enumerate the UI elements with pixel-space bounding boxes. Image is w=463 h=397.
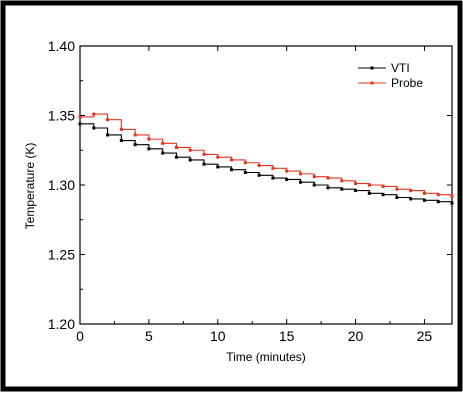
data-point-vti: [216, 165, 220, 169]
data-point-vti: [409, 197, 413, 201]
data-point-probe: [216, 155, 220, 159]
data-point-probe: [78, 115, 82, 119]
data-point-probe: [409, 189, 413, 193]
legend-marker-probe: [370, 81, 374, 85]
y-tick-label: 1.35: [48, 108, 75, 124]
data-point-vti: [298, 180, 302, 184]
data-point-probe: [312, 175, 316, 179]
data-point-probe: [147, 137, 151, 141]
y-axis-label: Temperature (K): [23, 143, 37, 230]
data-point-vti: [161, 151, 165, 155]
data-point-vti: [188, 158, 192, 162]
data-point-probe: [298, 172, 302, 176]
data-point-vti: [271, 176, 275, 180]
data-point-probe: [133, 133, 137, 137]
data-point-vti: [354, 189, 358, 193]
data-point-vti: [285, 177, 289, 181]
data-point-vti: [106, 133, 110, 137]
y-tick-label: 1.20: [48, 316, 75, 332]
data-point-probe: [367, 183, 371, 187]
data-point-probe: [354, 182, 358, 186]
data-point-vti: [312, 183, 316, 187]
data-point-vti: [230, 168, 234, 172]
data-point-probe: [257, 164, 261, 168]
x-tick-label: 20: [348, 328, 364, 344]
data-point-probe: [161, 141, 165, 145]
data-point-vti: [174, 155, 178, 159]
data-point-probe: [92, 112, 96, 116]
data-point-probe: [340, 179, 344, 183]
data-point-vti: [367, 191, 371, 195]
data-point-vti: [257, 173, 261, 177]
y-tick-label: 1.30: [48, 177, 75, 193]
data-point-vti: [326, 186, 330, 190]
data-point-vti: [422, 198, 426, 202]
data-point-probe: [174, 145, 178, 149]
x-tick-label: 0: [76, 328, 84, 344]
data-point-probe: [381, 184, 385, 188]
data-point-probe: [119, 127, 123, 131]
series-line-probe: [80, 113, 453, 197]
data-point-probe: [326, 176, 330, 180]
x-axis-label: Time (minutes): [226, 350, 306, 364]
data-point-vti: [450, 201, 454, 205]
data-point-vti: [436, 200, 440, 204]
series-line-vti: [80, 123, 453, 204]
data-point-probe: [243, 161, 247, 165]
x-axis: 0 5 10 15 20 25: [76, 46, 432, 344]
x-tick-label: 15: [279, 328, 295, 344]
data-point-probe: [230, 158, 234, 162]
legend-label-probe: Probe: [391, 76, 423, 90]
x-tick-label: 10: [210, 328, 226, 344]
data-point-vti: [92, 126, 96, 130]
data-point-vti: [119, 139, 123, 143]
y-tick-label: 1.40: [48, 38, 75, 54]
data-point-vti: [395, 196, 399, 200]
y-tick-label: 1.25: [48, 247, 75, 263]
data-point-vti: [381, 193, 385, 197]
data-point-vti: [202, 162, 206, 166]
x-tick-label: 5: [145, 328, 153, 344]
data-point-vti: [133, 143, 137, 147]
data-point-probe: [285, 169, 289, 173]
data-point-probe: [450, 194, 454, 198]
data-point-probe: [395, 187, 399, 191]
legend-marker-vti: [370, 66, 374, 70]
data-point-probe: [436, 193, 440, 197]
legend-label-vti: VTI: [391, 61, 410, 75]
data-point-vti: [340, 187, 344, 191]
data-point-probe: [422, 191, 426, 195]
data-point-vti: [243, 170, 247, 174]
data-point-probe: [188, 148, 192, 152]
data-point-probe: [106, 118, 110, 122]
data-point-vti: [147, 147, 151, 151]
data-point-probe: [271, 166, 275, 170]
data-point-probe: [202, 152, 206, 156]
data-point-vti: [78, 122, 82, 126]
y-axis: 1.20 1.25 1.30 1.35 1.40: [48, 38, 452, 332]
x-tick-label: 25: [417, 328, 433, 344]
